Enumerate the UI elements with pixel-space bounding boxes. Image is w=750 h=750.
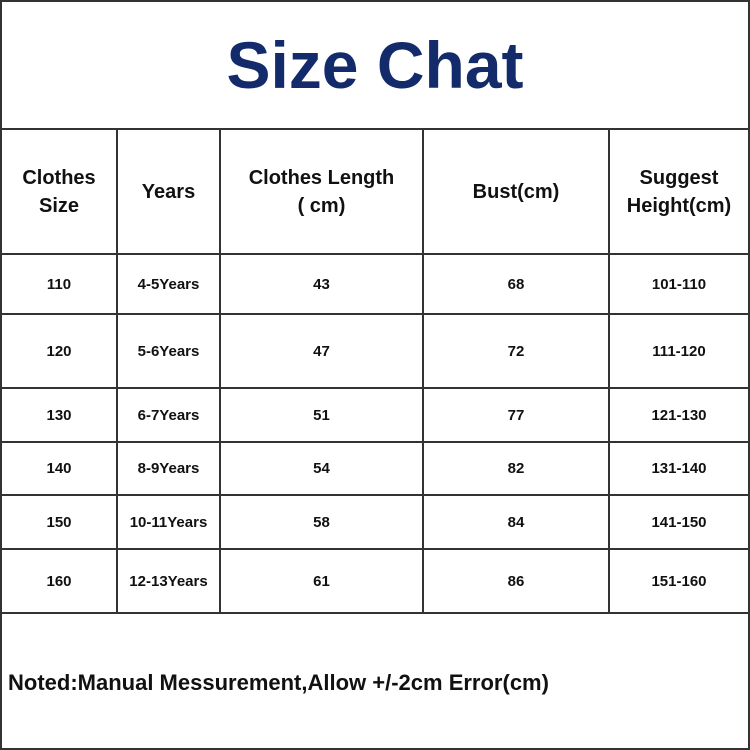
cell-bust: 84: [422, 494, 610, 550]
table-row: 110 4-5Years 43 68 101-110: [2, 253, 748, 315]
cell-years: 10-11Years: [116, 494, 221, 550]
header-years: Years: [116, 128, 221, 255]
table-row: 120 5-6Years 47 72 111-120: [2, 313, 748, 389]
cell-clothes-length: 58: [219, 494, 424, 550]
cell-years: 8-9Years: [116, 441, 221, 496]
header-clothes-length: Clothes Length ( cm): [219, 128, 424, 255]
cell-years: 4-5Years: [116, 253, 221, 315]
header-suggest-height: Suggest Height(cm): [608, 128, 748, 255]
cell-clothes-length: 51: [219, 387, 424, 443]
cell-bust: 68: [422, 253, 610, 315]
cell-clothes-size: 150: [2, 494, 118, 550]
cell-bust: 72: [422, 313, 610, 389]
header-row: Clothes Size Years Clothes Length ( cm) Bus…: [2, 128, 748, 255]
cell-suggest-height: 121-130: [608, 387, 748, 443]
cell-bust: 77: [422, 387, 610, 443]
table-row: 160 12-13Years 61 86 151-160: [2, 548, 748, 614]
cell-suggest-height: 131-140: [608, 441, 748, 496]
cell-clothes-length: 43: [219, 253, 424, 315]
chart-title: Size Chat: [226, 28, 524, 102]
table-row: 140 8-9Years 54 82 131-140: [2, 441, 748, 496]
cell-years: 12-13Years: [116, 548, 221, 614]
table-row: 150 10-11Years 58 84 141-150: [2, 494, 748, 550]
cell-suggest-height: 111-120: [608, 313, 748, 389]
cell-clothes-length: 47: [219, 313, 424, 389]
cell-suggest-height: 101-110: [608, 253, 748, 315]
cell-years: 5-6Years: [116, 313, 221, 389]
measurement-note: Noted:Manual Messurement,Allow +/-2cm Er…: [8, 670, 549, 695]
cell-clothes-size: 120: [2, 313, 118, 389]
cell-clothes-size: 140: [2, 441, 118, 496]
header-bust: Bust(cm): [422, 128, 610, 255]
cell-clothes-length: 61: [219, 548, 424, 614]
cell-suggest-height: 151-160: [608, 548, 748, 614]
cell-years: 6-7Years: [116, 387, 221, 443]
cell-clothes-size: 110: [2, 253, 118, 315]
cell-clothes-size: 160: [2, 548, 118, 614]
size-table: Clothes Size Years Clothes Length ( cm) Bus…: [2, 128, 748, 614]
cell-bust: 86: [422, 548, 610, 614]
table-row: 130 6-7Years 51 77 121-130: [2, 387, 748, 443]
header-clothes-size: Clothes Size: [2, 128, 118, 255]
cell-clothes-length: 54: [219, 441, 424, 496]
cell-clothes-size: 130: [2, 387, 118, 443]
cell-suggest-height: 141-150: [608, 494, 748, 550]
cell-bust: 82: [422, 441, 610, 496]
